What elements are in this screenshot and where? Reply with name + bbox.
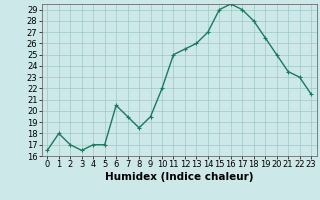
X-axis label: Humidex (Indice chaleur): Humidex (Indice chaleur)	[105, 172, 253, 182]
